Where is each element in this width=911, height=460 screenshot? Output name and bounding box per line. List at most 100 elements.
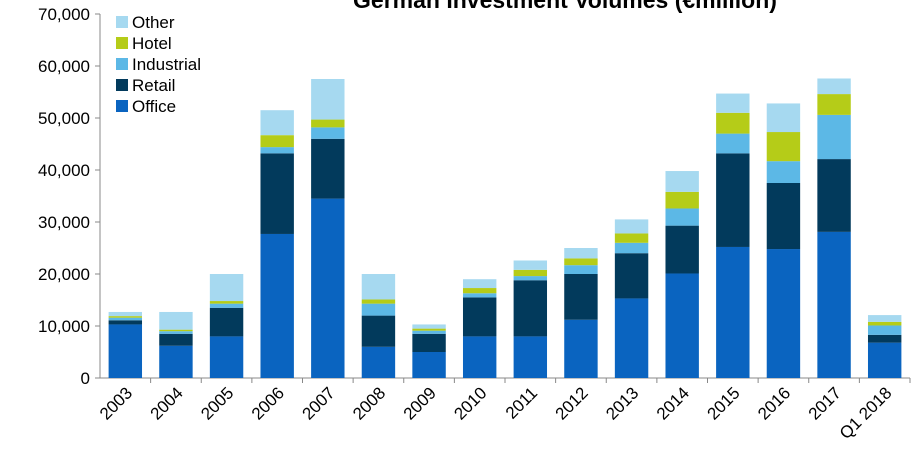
bar-segment bbox=[209, 336, 244, 378]
x-tick-label: 2006 bbox=[248, 383, 288, 423]
legend-label: Other bbox=[132, 13, 175, 32]
bar-segment bbox=[412, 330, 446, 334]
x-tick-label: 2017 bbox=[805, 383, 845, 423]
bar-segment bbox=[209, 303, 244, 308]
bar-segment bbox=[665, 208, 699, 226]
bar-segment bbox=[716, 153, 750, 247]
bar-segment bbox=[108, 317, 143, 321]
bar-segment bbox=[159, 331, 193, 334]
bar-segment bbox=[614, 233, 649, 243]
bar-segment bbox=[614, 219, 649, 234]
bar-segment bbox=[716, 93, 750, 113]
x-tick-label: 2012 bbox=[552, 383, 592, 423]
bar-segment bbox=[108, 324, 143, 378]
bar-segment bbox=[564, 274, 598, 320]
bar-segment bbox=[260, 135, 294, 148]
legend-swatch bbox=[116, 16, 128, 28]
legend-label: Industrial bbox=[132, 55, 201, 74]
legend-swatch bbox=[116, 79, 128, 91]
bar-segment bbox=[462, 336, 497, 378]
bar-segment bbox=[361, 299, 396, 304]
bar-segment bbox=[817, 78, 851, 95]
bar-segment bbox=[361, 346, 396, 378]
bar-segment bbox=[209, 301, 244, 304]
bar-segment bbox=[867, 321, 902, 326]
bar-segment bbox=[462, 279, 497, 289]
bar-segment bbox=[766, 132, 801, 162]
bar-segment bbox=[412, 333, 446, 352]
bar-segment bbox=[766, 249, 801, 378]
bar-segment bbox=[361, 315, 396, 347]
bar-segment bbox=[867, 315, 902, 322]
x-tick-label: 2010 bbox=[450, 383, 490, 423]
bar-segment bbox=[867, 325, 902, 335]
bar-segment bbox=[716, 246, 750, 378]
bar-segment bbox=[513, 269, 548, 277]
bar-segment bbox=[513, 336, 548, 378]
bar-segment bbox=[513, 276, 548, 281]
bar-segment bbox=[260, 233, 294, 378]
bar-segment bbox=[564, 248, 598, 259]
bar-segment bbox=[665, 171, 699, 192]
bar-segment bbox=[108, 320, 143, 325]
bar-segment bbox=[513, 280, 548, 337]
bar-segment bbox=[159, 333, 193, 346]
x-tick-label: 2005 bbox=[197, 383, 237, 423]
bar-segment bbox=[209, 274, 244, 302]
x-tick-label: 2007 bbox=[298, 383, 338, 423]
bar-segment bbox=[665, 191, 699, 209]
bar-segment bbox=[311, 198, 345, 378]
bar-segment bbox=[412, 352, 446, 378]
bar-segment bbox=[817, 114, 851, 160]
bar-segment bbox=[867, 334, 902, 343]
chart-title: German Investment Volumes (€million) bbox=[353, 0, 777, 13]
bar-segment bbox=[716, 133, 750, 154]
bar-segment bbox=[260, 147, 294, 154]
bar-segment bbox=[564, 258, 598, 266]
y-tick-label: 40,000 bbox=[38, 161, 90, 180]
bar-segment bbox=[817, 231, 851, 378]
y-tick-label: 0 bbox=[81, 369, 90, 388]
x-tick-label: 2011 bbox=[502, 383, 541, 422]
bar-segment bbox=[412, 324, 446, 329]
bar-segment bbox=[311, 138, 345, 199]
bar-segment bbox=[159, 329, 193, 332]
bar-segment bbox=[311, 119, 345, 128]
bar-segment bbox=[817, 94, 851, 115]
y-tick-label: 30,000 bbox=[38, 213, 90, 232]
bar-segment bbox=[817, 159, 851, 232]
bar-segment bbox=[108, 311, 143, 317]
bar-segment bbox=[867, 342, 902, 378]
legend-swatch bbox=[116, 58, 128, 70]
bar-segment bbox=[361, 303, 396, 316]
y-tick-label: 10,000 bbox=[38, 317, 90, 336]
bar-segment bbox=[716, 112, 750, 134]
x-tick-label: 2008 bbox=[349, 383, 389, 423]
bar-segment bbox=[260, 110, 294, 136]
bar-segment bbox=[260, 153, 294, 234]
x-tick-label: 2004 bbox=[147, 383, 187, 423]
bar-segment bbox=[311, 79, 345, 120]
x-tick-label: 2013 bbox=[602, 383, 642, 423]
bar-segment bbox=[614, 242, 649, 254]
y-tick-label: 20,000 bbox=[38, 265, 90, 284]
x-tick-label: 2009 bbox=[400, 383, 440, 423]
bar-segment bbox=[564, 319, 598, 378]
x-tick-label: Q1 2018 bbox=[836, 383, 896, 443]
bar-segment bbox=[209, 307, 244, 337]
bar-segment bbox=[159, 311, 193, 330]
y-tick-label: 50,000 bbox=[38, 109, 90, 128]
bar-segment bbox=[462, 293, 497, 298]
bar-segment bbox=[766, 161, 801, 183]
bar-segment bbox=[159, 345, 193, 378]
bar-segment bbox=[614, 253, 649, 299]
y-tick-label: 70,000 bbox=[38, 5, 90, 24]
y-tick-label: 60,000 bbox=[38, 57, 90, 76]
bar-segment bbox=[766, 183, 801, 250]
bar-segment bbox=[462, 297, 497, 337]
bar-segment bbox=[665, 273, 699, 378]
x-tick-label: 2015 bbox=[703, 383, 743, 423]
legend-label: Hotel bbox=[132, 34, 172, 53]
bar-segment bbox=[108, 316, 143, 318]
